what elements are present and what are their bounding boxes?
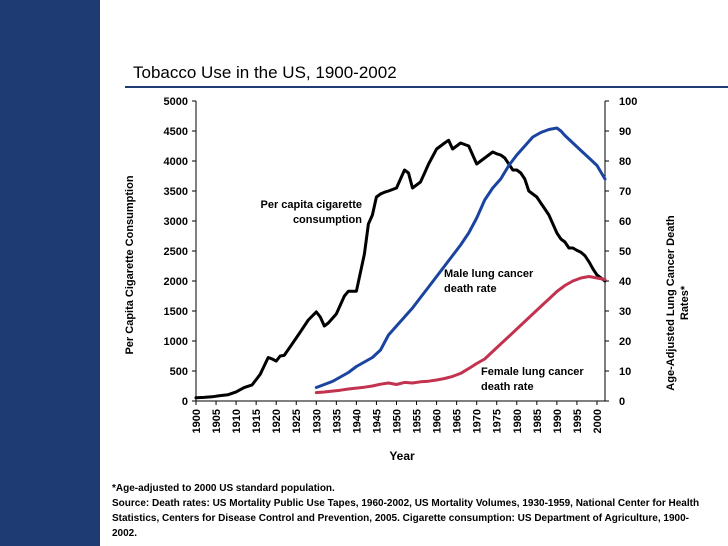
- tobacco-chart: 0500100015002000250030003500400045005000…: [124, 96, 691, 463]
- y-tick-label: 2500: [164, 246, 188, 258]
- cigarette-annotation: Per capita cigarette consumption: [261, 199, 363, 226]
- female-annotation-line: death rate: [481, 381, 534, 393]
- x-tick-label: 1950: [391, 409, 403, 433]
- x-tick-label: 1925: [291, 409, 303, 433]
- y2-axis-label-line: Rates*: [679, 285, 691, 320]
- x-tick-label: 1970: [472, 409, 484, 433]
- y-tick-label: 1500: [164, 306, 188, 318]
- y-tick-label: 500: [170, 366, 188, 378]
- footnote-age-adjusted: *Age-adjusted to 2000 US standard popula…: [112, 483, 335, 494]
- x-tick-label: 1935: [331, 409, 343, 433]
- y-axis-label: Per Capita Cigarette Consumption: [124, 175, 136, 354]
- y-tick-label: 4000: [164, 156, 188, 168]
- cigarette-consumption-line: [194, 138, 607, 400]
- y2-tick-label: 50: [619, 246, 631, 258]
- x-tick-label: 1960: [432, 409, 444, 433]
- x-tick-label: 1975: [492, 409, 504, 433]
- female-annotation: Female lung cancer death rate: [481, 366, 584, 393]
- x-tick-label: 1965: [452, 409, 464, 433]
- male-annotation: Male lung cancer death rate: [444, 268, 534, 295]
- y2-tick-label: 100: [619, 96, 637, 108]
- series-layer: [194, 126, 607, 400]
- y-tick-label: 3000: [164, 216, 188, 228]
- y-tick-label: 1000: [164, 336, 188, 348]
- x-axis-label: Year: [389, 449, 415, 463]
- y2-tick-label: 30: [619, 306, 631, 318]
- x-tick-label: 1990: [552, 409, 564, 433]
- x-tick-label: 1900: [191, 409, 203, 433]
- y2-tick-label: 80: [619, 156, 631, 168]
- y2-tick-label: 60: [619, 216, 631, 228]
- x-tick-label: 2000: [592, 409, 604, 433]
- y-tick-label: 2000: [164, 276, 188, 288]
- x-tick-label: 1905: [211, 409, 223, 433]
- cigarette-annotation-line: Per capita cigarette: [261, 199, 363, 211]
- x-tick-label: 1940: [351, 409, 363, 433]
- y2-tick-label: 40: [619, 276, 631, 288]
- y2-tick-label: 20: [619, 336, 631, 348]
- female-annotation-line: Female lung cancer: [481, 366, 584, 378]
- x-tick-label: 1910: [231, 409, 243, 433]
- x-tick-label: 1920: [271, 409, 283, 433]
- cigarette-annotation-line: consumption: [293, 214, 362, 226]
- x-tick-label: 1945: [371, 409, 383, 433]
- y2-axis-label-line: Age-Adjusted Lung Cancer Death: [665, 215, 677, 391]
- x-tick-label: 1980: [512, 409, 524, 433]
- title-rule: [125, 86, 728, 88]
- y2-tick-label: 0: [619, 396, 625, 408]
- y-tick-label: 3500: [164, 186, 188, 198]
- y-tick-label: 4500: [164, 126, 188, 138]
- male-lung-cancer-line: [314, 126, 607, 389]
- y2-tick-label: 90: [619, 126, 631, 138]
- x-tick-label: 1955: [412, 409, 424, 433]
- y2-tick-label: 10: [619, 366, 631, 378]
- x-tick-label: 1915: [251, 409, 263, 433]
- female-lung-cancer-line: [314, 275, 607, 395]
- y-tick-label: 5000: [164, 96, 188, 108]
- sidebar-band: [0, 0, 100, 546]
- slide-title: Tobacco Use in the US, 1900-2002: [133, 63, 397, 82]
- footnote: *Age-adjusted to 2000 US standard popula…: [112, 481, 712, 541]
- x-tick-label: 1930: [311, 409, 323, 433]
- male-annotation-line: death rate: [444, 283, 497, 295]
- male-annotation-line: Male lung cancer: [444, 268, 534, 280]
- y2-axis-label: Age-Adjusted Lung Cancer Death Rates*: [665, 215, 691, 391]
- y-tick-label: 0: [182, 396, 188, 408]
- x-tick-label: 1995: [572, 409, 584, 433]
- annotations: Per capita cigarette consumption Male lung…: [261, 199, 585, 393]
- footnote-source: Source: Death rates: US Mortality Public…: [112, 498, 700, 539]
- x-tick-label: 1985: [532, 409, 544, 433]
- axes: 0500100015002000250030003500400045005000…: [164, 96, 638, 433]
- y2-tick-label: 70: [619, 186, 631, 198]
